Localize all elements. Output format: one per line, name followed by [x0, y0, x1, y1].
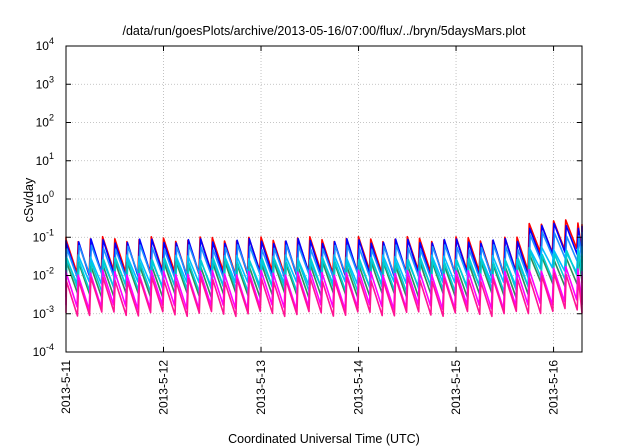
series-line: [65, 231, 583, 281]
x-tick-label: 2013-5-13: [254, 360, 268, 415]
y-tick-label: 10-3: [33, 304, 54, 321]
y-axis-label: cSv/day: [22, 177, 36, 222]
series-line: [65, 254, 583, 299]
y-tick-label: 102: [36, 113, 54, 130]
series-line: [65, 272, 583, 318]
x-tick-label: 2013-5-12: [157, 360, 171, 415]
series-line: [65, 249, 583, 295]
x-axis-label: Coordinated Universal Time (UTC): [228, 432, 420, 446]
x-tick-label: 2013-5-11: [59, 360, 73, 414]
y-tick-label: 10-1: [33, 227, 54, 244]
x-tick-label: 2013-5-15: [449, 360, 463, 415]
x-tick-label: 2013-5-14: [352, 360, 366, 415]
y-tick-label: 10-4: [33, 342, 54, 359]
x-axis: 2013-5-11 2013-5-12 2013-5-13 2013-5-14 2013…: [59, 46, 561, 415]
chart-title: /data/run/goesPlots/archive/2013-05-16/0…: [122, 24, 526, 38]
y-axis: 10-4 10-3 10-2 10-1 100 101 102 103 104: [33, 36, 582, 359]
y-tick-label: 10-2: [33, 266, 54, 283]
y-tick-label: 104: [36, 36, 54, 53]
y-tick-label: 101: [36, 151, 54, 168]
y-tick-label: 100: [36, 189, 54, 206]
x-tick-label: 2013-5-16: [547, 360, 561, 415]
y-tick-label: 103: [36, 74, 54, 91]
series-lines: [65, 219, 583, 318]
